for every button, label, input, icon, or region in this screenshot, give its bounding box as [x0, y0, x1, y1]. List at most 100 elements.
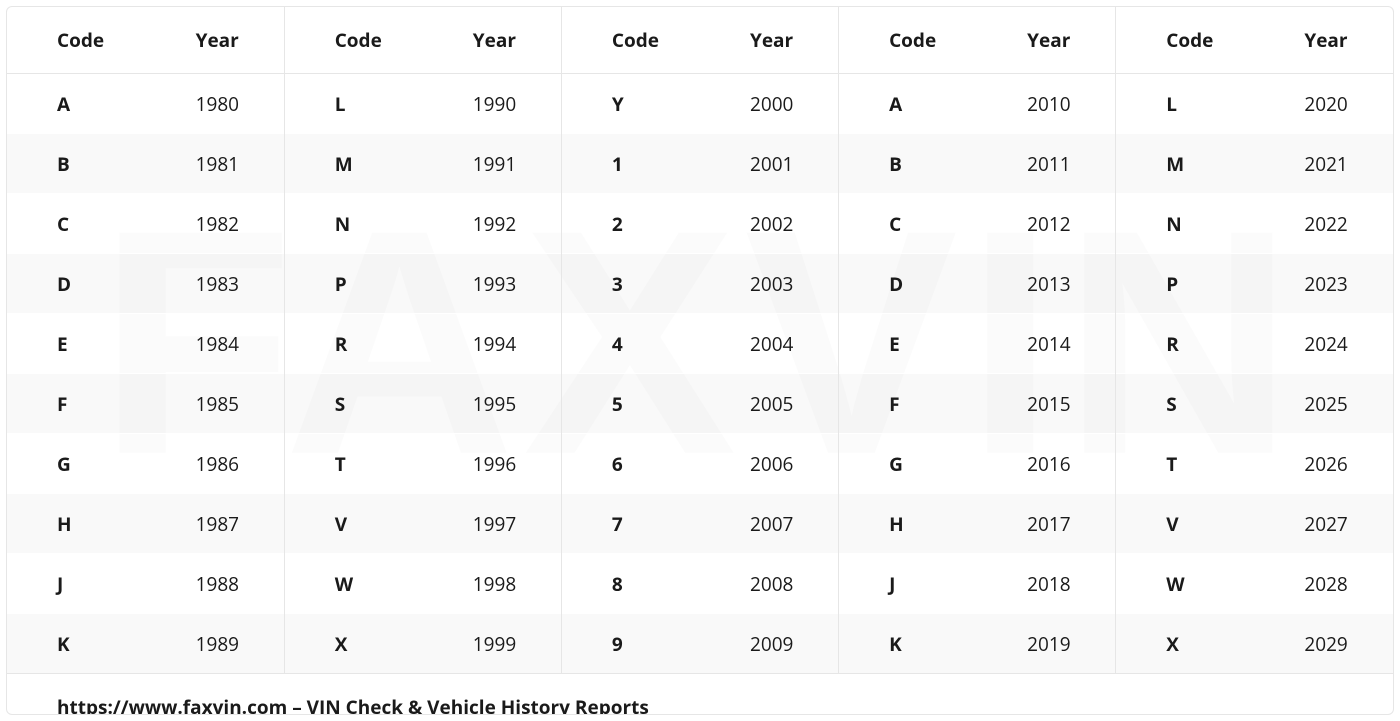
col-header-year: Year	[700, 7, 839, 74]
code-cell: F	[7, 374, 146, 434]
code-cell: X	[284, 614, 423, 674]
code-cell: G	[839, 434, 978, 494]
col-header-code: Code	[7, 7, 146, 74]
year-cell: 2014	[977, 314, 1116, 374]
table-row: A1980L1990Y2000A2010L2020	[7, 74, 1393, 134]
code-cell: B	[7, 134, 146, 194]
table-row: H1987V199772007H2017V2027	[7, 494, 1393, 554]
vin-year-table: Code Year Code Year Code Year Code Year …	[7, 7, 1393, 715]
code-cell: H	[7, 494, 146, 554]
code-cell: B	[839, 134, 978, 194]
year-cell: 2004	[700, 314, 839, 374]
year-cell: 2025	[1254, 374, 1393, 434]
code-cell: A	[7, 74, 146, 134]
year-cell: 2003	[700, 254, 839, 314]
code-cell: L	[284, 74, 423, 134]
year-cell: 2019	[977, 614, 1116, 674]
code-cell: W	[284, 554, 423, 614]
year-cell: 1985	[146, 374, 285, 434]
table-row: G1986T199662006G2016T2026	[7, 434, 1393, 494]
table-row: K1989X199992009K2019X2029	[7, 614, 1393, 674]
year-cell: 1980	[146, 74, 285, 134]
year-cell: 2024	[1254, 314, 1393, 374]
year-cell: 2006	[700, 434, 839, 494]
year-cell: 1991	[423, 134, 562, 194]
code-cell: 5	[561, 374, 700, 434]
year-cell: 1984	[146, 314, 285, 374]
code-cell: 4	[561, 314, 700, 374]
code-cell: X	[1116, 614, 1255, 674]
table-footer: https://www.faxvin.com – VIN Check & Veh…	[7, 674, 1393, 716]
year-cell: 2007	[700, 494, 839, 554]
col-header-code: Code	[284, 7, 423, 74]
table-body: A1980L1990Y2000A2010L2020B1981M199112001…	[7, 74, 1393, 674]
code-cell: N	[284, 194, 423, 254]
code-cell: L	[1116, 74, 1255, 134]
code-cell: C	[839, 194, 978, 254]
table-header: Code Year Code Year Code Year Code Year …	[7, 7, 1393, 74]
table-row: C1982N199222002C2012N2022	[7, 194, 1393, 254]
year-cell: 1988	[146, 554, 285, 614]
code-cell: 1	[561, 134, 700, 194]
year-cell: 2017	[977, 494, 1116, 554]
code-cell: N	[1116, 194, 1255, 254]
year-cell: 2018	[977, 554, 1116, 614]
year-cell: 1982	[146, 194, 285, 254]
code-cell: T	[284, 434, 423, 494]
code-cell: P	[1116, 254, 1255, 314]
col-header-code: Code	[1116, 7, 1255, 74]
col-header-code: Code	[561, 7, 700, 74]
code-cell: V	[284, 494, 423, 554]
code-cell: K	[7, 614, 146, 674]
year-cell: 1997	[423, 494, 562, 554]
year-cell: 1992	[423, 194, 562, 254]
col-header-year: Year	[977, 7, 1116, 74]
year-cell: 2023	[1254, 254, 1393, 314]
year-cell: 1993	[423, 254, 562, 314]
code-cell: R	[284, 314, 423, 374]
code-cell: 3	[561, 254, 700, 314]
year-cell: 1998	[423, 554, 562, 614]
table-row: B1981M199112001B2011M2021	[7, 134, 1393, 194]
code-cell: Y	[561, 74, 700, 134]
col-header-year: Year	[1254, 7, 1393, 74]
table-row: F1985S199552005F2015S2025	[7, 374, 1393, 434]
year-cell: 2010	[977, 74, 1116, 134]
year-cell: 1983	[146, 254, 285, 314]
code-cell: J	[839, 554, 978, 614]
code-cell: D	[839, 254, 978, 314]
year-cell: 2012	[977, 194, 1116, 254]
code-cell: S	[1116, 374, 1255, 434]
year-cell: 1999	[423, 614, 562, 674]
year-cell: 2027	[1254, 494, 1393, 554]
year-cell: 2011	[977, 134, 1116, 194]
year-cell: 1996	[423, 434, 562, 494]
code-cell: D	[7, 254, 146, 314]
year-cell: 2020	[1254, 74, 1393, 134]
table-row: D1983P199332003D2013P2023	[7, 254, 1393, 314]
year-cell: 1981	[146, 134, 285, 194]
code-cell: 2	[561, 194, 700, 254]
code-cell: C	[7, 194, 146, 254]
year-cell: 2005	[700, 374, 839, 434]
year-cell: 1989	[146, 614, 285, 674]
year-cell: 2008	[700, 554, 839, 614]
code-cell: M	[1116, 134, 1255, 194]
year-cell: 2000	[700, 74, 839, 134]
year-cell: 2016	[977, 434, 1116, 494]
code-cell: F	[839, 374, 978, 434]
code-cell: J	[7, 554, 146, 614]
year-cell: 2028	[1254, 554, 1393, 614]
col-header-year: Year	[423, 7, 562, 74]
year-cell: 2029	[1254, 614, 1393, 674]
year-cell: 2015	[977, 374, 1116, 434]
year-cell: 1990	[423, 74, 562, 134]
code-cell: E	[7, 314, 146, 374]
code-cell: 6	[561, 434, 700, 494]
code-cell: G	[7, 434, 146, 494]
year-cell: 2022	[1254, 194, 1393, 254]
code-cell: V	[1116, 494, 1255, 554]
col-header-year: Year	[146, 7, 285, 74]
year-cell: 2013	[977, 254, 1116, 314]
year-cell: 2002	[700, 194, 839, 254]
